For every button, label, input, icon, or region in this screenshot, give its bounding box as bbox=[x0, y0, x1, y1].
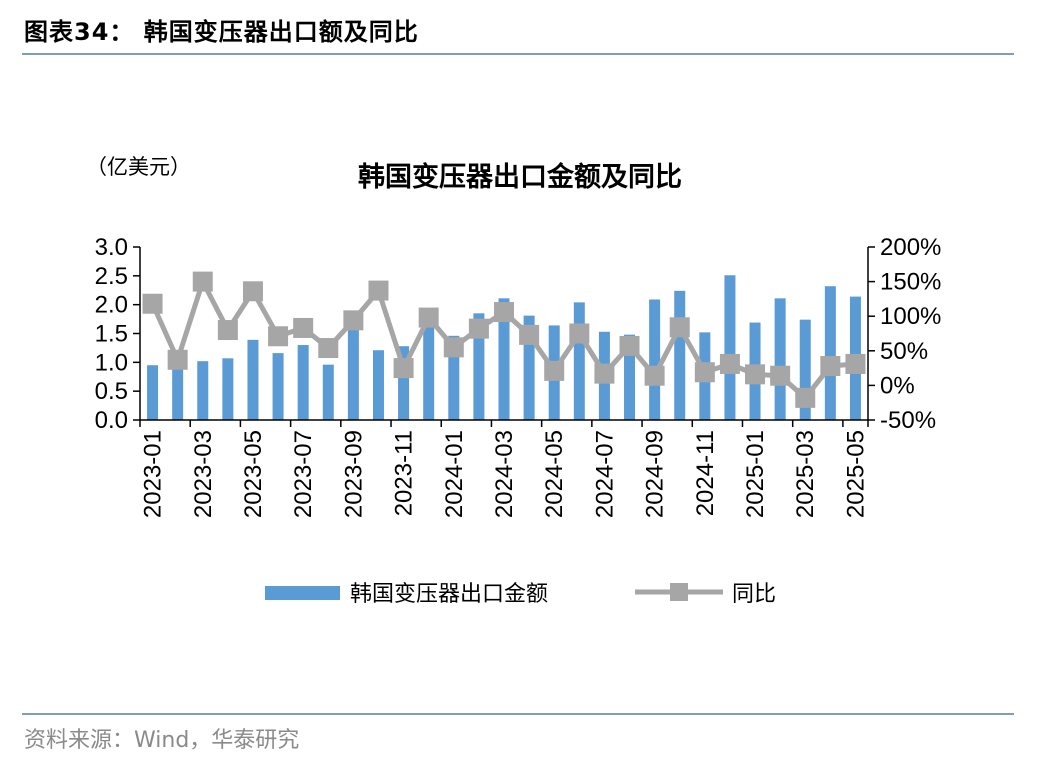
y-left-tick-label: 0.5 bbox=[95, 378, 128, 405]
bar-2023-03 bbox=[197, 361, 209, 420]
yoy-point-2023-10 bbox=[368, 280, 389, 301]
yoy-point-2024-09 bbox=[644, 365, 665, 386]
bar-2023-07 bbox=[297, 345, 309, 420]
yoy-point-2023-11 bbox=[393, 358, 414, 379]
y-left-tick-label: 2.5 bbox=[95, 263, 128, 290]
figure-title: 图表34： 韩国变压器出口额及同比 bbox=[24, 18, 419, 46]
bar-2023-06 bbox=[272, 353, 284, 420]
yoy-point-2023-08 bbox=[318, 338, 339, 359]
chart: （亿美元） 韩国变压器出口金额及同比 3.02.52.01.51.00.50.0… bbox=[86, 155, 941, 607]
yoy-point-2023-01 bbox=[142, 293, 163, 314]
legend-line-label: 同比 bbox=[732, 582, 776, 607]
yoy-point-2025-05 bbox=[845, 353, 866, 374]
yoy-point-2024-05 bbox=[544, 360, 565, 381]
yoy-point-2023-05 bbox=[242, 281, 263, 302]
yoy-point-2023-12 bbox=[418, 307, 439, 328]
yoy-point-2024-01 bbox=[443, 337, 464, 358]
x-tick-label: 2025-01 bbox=[742, 430, 769, 518]
x-tick-label: 2024-05 bbox=[541, 430, 568, 518]
x-tick-label: 2025-05 bbox=[842, 430, 869, 518]
yoy-point-2024-03 bbox=[494, 302, 514, 323]
y-right-tick-label: 100% bbox=[880, 303, 941, 330]
legend: 韩国变压器出口金额 同比 bbox=[265, 582, 776, 607]
bar-2023-05 bbox=[247, 339, 259, 420]
bar-2023-10 bbox=[372, 350, 384, 420]
y-right-tick-label: 50% bbox=[880, 338, 928, 365]
bar-2024-03 bbox=[498, 298, 510, 420]
bar-2024-08 bbox=[624, 334, 636, 420]
yoy-point-2024-10 bbox=[669, 317, 690, 338]
yoy-point-2024-02 bbox=[468, 318, 489, 339]
bar-2023-08 bbox=[322, 364, 334, 420]
x-tick-label: 2023-09 bbox=[340, 430, 367, 518]
y-right-tick-label: 200% bbox=[880, 234, 941, 261]
y-left-tick-label: 3.0 bbox=[95, 234, 128, 261]
x-tick-label: 2023-07 bbox=[290, 430, 317, 518]
bar-2023-11 bbox=[398, 346, 410, 420]
x-tick-label: 2023-01 bbox=[140, 430, 167, 518]
y-right-tick-label: 0% bbox=[880, 372, 915, 399]
yoy-point-2025-01 bbox=[745, 364, 766, 385]
bar-2025-02 bbox=[774, 298, 786, 420]
yoy-point-2023-09 bbox=[343, 310, 364, 331]
top-rule bbox=[22, 53, 1014, 55]
bar-2024-06 bbox=[573, 302, 585, 420]
bar-2025-04 bbox=[824, 286, 836, 420]
y-right-tick-label: -50% bbox=[880, 407, 936, 434]
yoy-point-2024-12 bbox=[719, 353, 740, 374]
x-tick-label: 2023-05 bbox=[240, 430, 267, 518]
yoy-point-2023-07 bbox=[293, 317, 314, 338]
y-left-tick-label: 2.0 bbox=[95, 292, 128, 319]
yoy-point-2023-03 bbox=[192, 271, 213, 292]
yoy-point-2023-04 bbox=[217, 320, 238, 341]
bottom-rule bbox=[22, 713, 1014, 715]
y-right-tick-label: 150% bbox=[880, 269, 941, 296]
x-tick-label: 2025-03 bbox=[792, 430, 819, 518]
bar-2023-01 bbox=[147, 365, 159, 420]
x-tick-label: 2024-07 bbox=[591, 430, 618, 518]
y-left-tick-label: 1.0 bbox=[95, 349, 128, 376]
bar-2023-04 bbox=[222, 358, 234, 420]
yoy-point-2023-02 bbox=[167, 349, 188, 370]
legend-line-marker bbox=[670, 583, 688, 601]
y-unit-label: （亿美元） bbox=[86, 155, 191, 179]
bar-2024-09 bbox=[649, 299, 661, 420]
x-tick-label: 2024-03 bbox=[491, 430, 518, 518]
bar-2023-02 bbox=[172, 363, 184, 420]
x-tick-label: 2024-09 bbox=[642, 430, 669, 518]
x-tick-label: 2023-11 bbox=[391, 430, 418, 516]
yoy-point-2024-11 bbox=[694, 362, 715, 383]
bar-2024-04 bbox=[523, 315, 535, 420]
chart-title: 韩国变压器出口金额及同比 bbox=[358, 161, 682, 193]
legend-bar-label: 韩国变压器出口金额 bbox=[350, 582, 548, 607]
yoy-point-2024-08 bbox=[619, 335, 640, 356]
legend-bar-swatch bbox=[265, 586, 340, 600]
yoy-point-2024-04 bbox=[519, 324, 540, 345]
yoy-point-2025-04 bbox=[820, 356, 841, 377]
bar-2024-12 bbox=[724, 275, 736, 420]
yoy-point-2024-07 bbox=[594, 363, 615, 384]
yoy-point-2024-06 bbox=[569, 323, 590, 344]
x-tick-label: 2024-11 bbox=[692, 430, 719, 516]
y-left-tick-label: 1.5 bbox=[95, 321, 128, 348]
yoy-point-2025-03 bbox=[795, 387, 816, 408]
source-note: 资料来源：Wind，华泰研究 bbox=[24, 728, 300, 753]
bar-2023-12 bbox=[423, 320, 435, 420]
x-tick-label: 2024-01 bbox=[441, 430, 468, 518]
bar-2024-01 bbox=[448, 335, 460, 420]
y-left-tick-label: 0.0 bbox=[95, 407, 128, 434]
yoy-point-2025-02 bbox=[770, 365, 791, 386]
x-tick-label: 2023-03 bbox=[190, 430, 217, 518]
bar-2024-10 bbox=[674, 290, 686, 420]
yoy-point-2023-06 bbox=[268, 326, 289, 347]
bar-2023-09 bbox=[347, 313, 359, 420]
bar-2025-03 bbox=[799, 319, 811, 420]
bar-2024-02 bbox=[473, 313, 485, 420]
